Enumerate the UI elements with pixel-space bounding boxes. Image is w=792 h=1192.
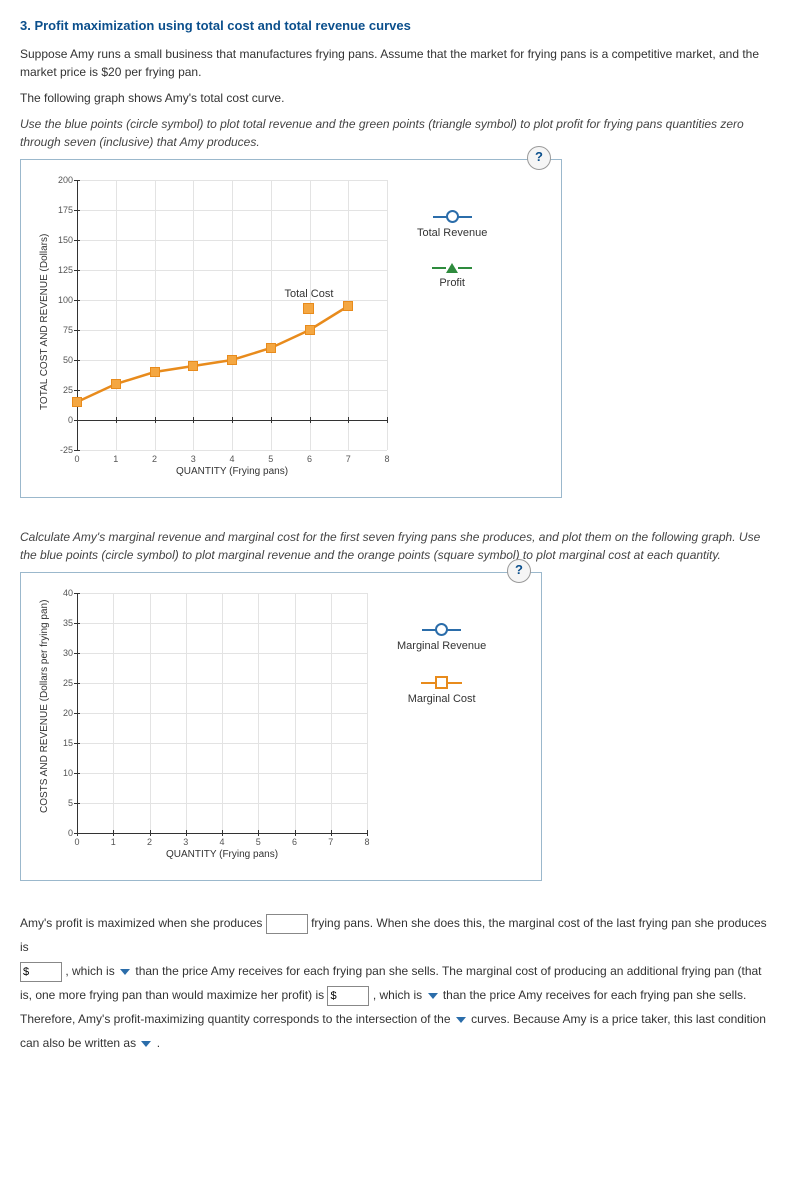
legend-marginal-revenue[interactable]: Marginal Revenue — [397, 623, 486, 652]
total-cost-point — [111, 379, 121, 389]
answer-text: , which is — [65, 964, 118, 978]
intro-para-2: The following graph shows Amy's total co… — [20, 89, 772, 107]
chart1-legend: Total Revenue Profit — [417, 180, 487, 477]
square-icon — [435, 676, 448, 689]
total-cost-point — [305, 325, 315, 335]
dropdown-compare-2[interactable] — [428, 993, 438, 999]
legend-marginal-cost[interactable]: Marginal Cost — [397, 676, 486, 705]
total-cost-point — [150, 367, 160, 377]
line-icon — [422, 629, 436, 631]
answer-text: Amy's profit is maximized when she produ… — [20, 916, 266, 930]
triangle-icon — [446, 263, 458, 273]
total-cost-point — [266, 343, 276, 353]
answer-paragraph: Amy's profit is maximized when she produ… — [20, 911, 772, 1055]
line-icon — [421, 682, 435, 684]
help-button[interactable]: ? — [507, 559, 531, 583]
chart2-legend: Marginal Revenue Marginal Cost — [397, 593, 486, 860]
chart-2-plot[interactable]: 0510152025303540012345678 — [77, 593, 367, 833]
quantity-input[interactable] — [266, 914, 308, 934]
instruction-2: Calculate Amy's marginal revenue and mar… — [20, 528, 772, 564]
dropdown-condition[interactable] — [141, 1041, 151, 1047]
line-icon — [448, 682, 462, 684]
total-cost-point — [188, 361, 198, 371]
legend-label: Marginal Revenue — [397, 640, 486, 652]
total-cost-label: Total Cost — [285, 288, 334, 317]
dropdown-curves[interactable] — [456, 1017, 466, 1023]
legend-profit[interactable]: Profit — [417, 263, 487, 289]
legend-total-revenue[interactable]: Total Revenue — [417, 210, 487, 239]
total-cost-point — [343, 301, 353, 311]
mc-last-input[interactable] — [20, 962, 62, 982]
chart-2-container: ? COSTS AND REVENUE (Dollars per frying … — [20, 572, 542, 881]
chart2-x-axis-label: QUANTITY (Frying pans) — [77, 849, 367, 860]
answer-text: . — [157, 1036, 160, 1050]
total-cost-point — [227, 355, 237, 365]
line-icon — [433, 216, 447, 218]
help-button[interactable]: ? — [527, 146, 551, 170]
intro-para-1: Suppose Amy runs a small business that m… — [20, 45, 772, 81]
mc-next-input[interactable] — [327, 986, 369, 1006]
legend-label: Profit — [439, 277, 465, 289]
answer-text: , which is — [373, 988, 426, 1002]
legend-label: Marginal Cost — [408, 693, 476, 705]
total-cost-point — [72, 397, 82, 407]
chart-1-plot[interactable]: -250255075100125150175200012345678Total … — [77, 180, 387, 450]
line-icon — [458, 267, 472, 269]
instruction-1: Use the blue points (circle symbol) to p… — [20, 115, 772, 151]
dropdown-compare-1[interactable] — [120, 969, 130, 975]
chart1-y-axis-label: TOTAL COST AND REVENUE (Dollars) — [39, 234, 50, 410]
line-icon — [447, 629, 461, 631]
page-title: 3. Profit maximization using total cost … — [20, 18, 772, 33]
line-icon — [432, 267, 446, 269]
chart1-x-axis-label: QUANTITY (Frying pans) — [77, 466, 387, 477]
line-icon — [458, 216, 472, 218]
chart2-y-axis-label: COSTS AND REVENUE (Dollars per frying pa… — [39, 600, 50, 813]
chart-1-container: ? TOTAL COST AND REVENUE (Dollars) -2502… — [20, 159, 562, 498]
legend-label: Total Revenue — [417, 227, 487, 239]
